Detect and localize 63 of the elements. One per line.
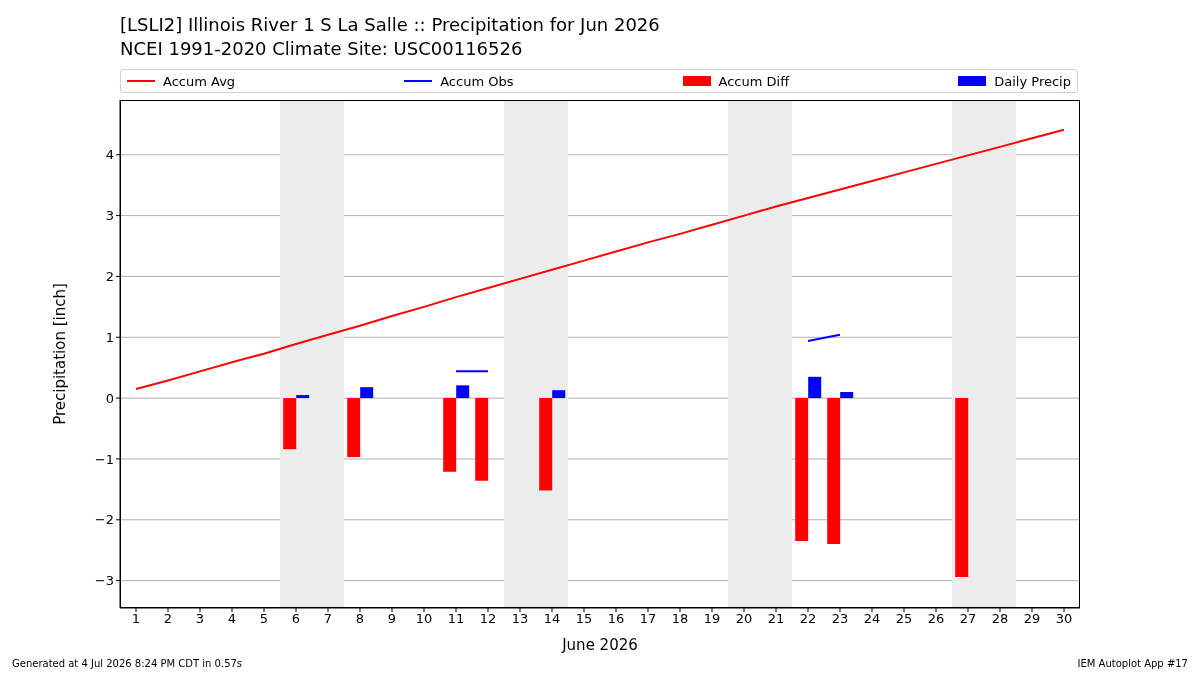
chart-subtitle: NCEI 1991-2020 Climate Site: USC00116526 <box>120 37 524 61</box>
x-tick-label: 18 <box>671 611 689 627</box>
bar <box>283 398 297 450</box>
bar <box>296 395 310 399</box>
y-tick-label: −2 <box>94 512 114 528</box>
bar <box>347 398 361 458</box>
bar <box>552 390 566 399</box>
x-tick-label: 21 <box>767 611 785 627</box>
x-tick-label: 7 <box>323 611 333 627</box>
y-tick-label: 0 <box>105 390 114 406</box>
x-tick-label: 24 <box>863 611 881 627</box>
x-tick-label: 14 <box>543 611 561 627</box>
bar <box>443 398 457 472</box>
x-tick-label: 23 <box>831 611 849 627</box>
x-tick-label: 27 <box>959 611 977 627</box>
x-tick-label: 20 <box>735 611 753 627</box>
x-tick-label: 25 <box>895 611 913 627</box>
y-axis-title: Precipitation [inch] <box>51 283 70 425</box>
x-tick-label: 13 <box>511 611 529 627</box>
y-tick-label: 4 <box>105 147 114 163</box>
bar <box>827 398 841 545</box>
x-tick-label: 2 <box>163 611 173 627</box>
chart-title: [LSLI2] Illinois River 1 S La Salle :: Precipitation for Jun 2026 <box>120 13 660 37</box>
bar <box>360 387 374 399</box>
x-tick-label: 9 <box>387 611 397 627</box>
x-tick-label: 3 <box>195 611 205 627</box>
x-axis-title: June 2026 <box>561 636 638 654</box>
x-tick-label: 16 <box>607 611 625 627</box>
x-tick-label: 28 <box>991 611 1009 627</box>
y-tick-label: 1 <box>105 329 114 345</box>
text: IEM Autoplot App #17 <box>1077 658 1188 669</box>
x-tick-label: 19 <box>703 611 721 627</box>
y-tick-label: −3 <box>94 573 114 589</box>
x-tick-label: 22 <box>799 611 817 627</box>
legend-label: Daily Precip <box>994 73 1071 89</box>
bar <box>955 398 969 577</box>
x-tick-label: 12 <box>479 611 497 627</box>
bar <box>475 398 489 481</box>
bar <box>539 398 553 491</box>
text: Generated at 4 Jul 2026 8:24 PM CDT in 0.57s <box>12 658 243 669</box>
x-tick-label: 8 <box>355 611 365 627</box>
y-tick-label: −1 <box>94 451 114 467</box>
x-tick-label: 30 <box>1055 611 1073 627</box>
bar <box>456 385 470 399</box>
line-series <box>135 128 1065 390</box>
x-tick-label: 10 <box>415 611 433 627</box>
x-tick-label: 4 <box>227 611 237 627</box>
x-tick-label: 6 <box>291 611 301 627</box>
legend-label: Accum Diff <box>718 73 790 89</box>
legend-label: Accum Avg <box>163 73 236 89</box>
legend-label: Accum Obs <box>440 73 514 89</box>
x-tick-label: 5 <box>259 611 269 627</box>
bar <box>840 392 854 399</box>
x-tick-label: 1 <box>131 611 141 627</box>
x-tick-label: 29 <box>1023 611 1041 627</box>
y-tick-label: 3 <box>105 208 114 224</box>
x-tick-label: 17 <box>639 611 657 627</box>
x-tick-label: 11 <box>447 611 465 627</box>
y-tick-label: 2 <box>105 269 114 285</box>
bar <box>808 376 822 399</box>
x-tick-label: 15 <box>575 611 593 627</box>
x-tick-label: 26 <box>927 611 945 627</box>
bar <box>795 398 809 542</box>
